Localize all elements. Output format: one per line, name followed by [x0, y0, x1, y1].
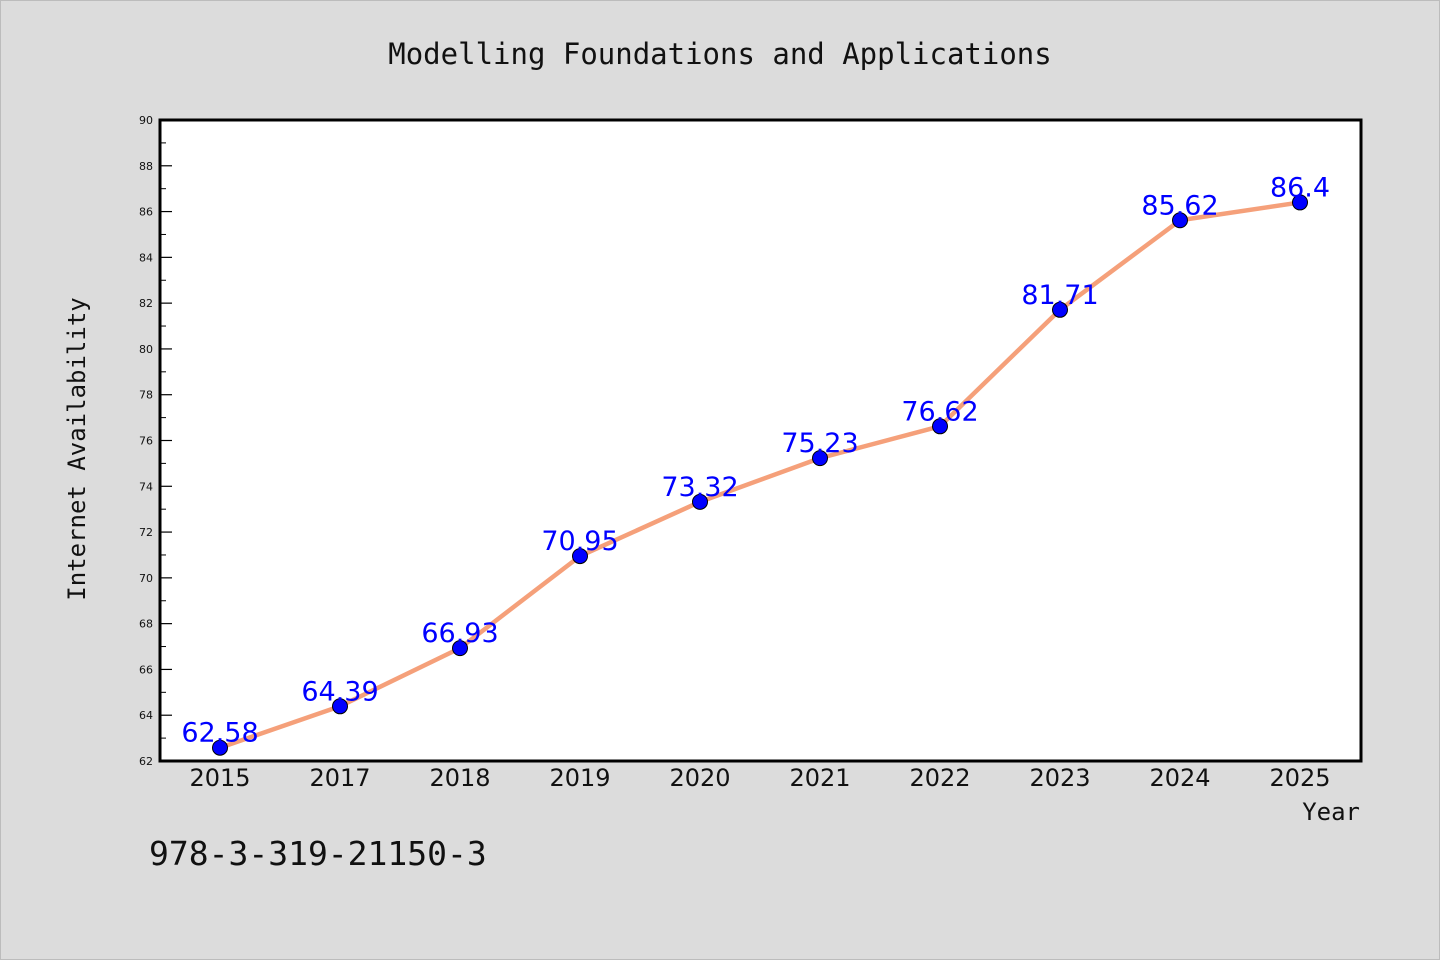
data-point [212, 739, 228, 756]
y-tick-label: 76 [139, 435, 153, 448]
y-tick-label: 86 [139, 206, 153, 219]
y-tick-label: 82 [139, 297, 153, 310]
data-label: 70.95 [541, 526, 618, 557]
y-tick-label: 64 [139, 709, 153, 722]
data-label: 76.62 [901, 396, 978, 427]
data-point [692, 493, 708, 510]
y-tick-label: 84 [139, 251, 153, 264]
chart-title: Modelling Foundations and Applications [388, 37, 1051, 71]
data-point [932, 418, 948, 435]
x-tick-label: 2015 [189, 764, 250, 792]
data-labels: 62.58 64.39 66.93 70.95 73.32 75.23 76.62 81.71… [181, 172, 1330, 748]
y-tick-label: 70 [139, 572, 153, 585]
y-axis-label: Internet Availability [63, 297, 91, 600]
y-tick-label: 72 [139, 526, 153, 539]
y-tick-label: 66 [139, 663, 153, 676]
x-tick-label: 2017 [309, 764, 370, 792]
x-tick-label: 2022 [909, 764, 970, 792]
y-tick-label: 90 [139, 114, 153, 127]
x-tick-label: 2024 [1149, 764, 1210, 792]
data-label: 73.32 [661, 472, 738, 503]
data-point [572, 548, 588, 565]
data-label: 85.62 [1141, 190, 1218, 221]
data-label: 66.93 [421, 618, 498, 649]
data-point [1172, 212, 1188, 229]
y-tick-label: 80 [139, 343, 153, 356]
x-tick-label: 2018 [429, 764, 490, 792]
y-tick-label: 62 [139, 755, 153, 768]
data-label: 75.23 [781, 428, 858, 459]
series-line-group [212, 194, 1308, 756]
data-point [452, 640, 468, 657]
data-label: 86.4 [1270, 172, 1330, 203]
data-label: 62.58 [181, 718, 258, 749]
x-tick-label: 2025 [1269, 764, 1330, 792]
x-axis: 2015 2017 2018 2019 2020 2021 2022 2023 2024 2025 [189, 764, 1330, 792]
x-tick-label: 2023 [1029, 764, 1090, 792]
plot-area [158, 118, 1363, 763]
series-line [217, 200, 1303, 750]
y-tick-label: 88 [139, 160, 153, 173]
y-tick-label: 68 [139, 618, 153, 631]
x-tick-label: 2019 [549, 764, 610, 792]
y-tick-label: 78 [139, 389, 153, 402]
data-label: 81.71 [1021, 280, 1098, 311]
data-label: 64.39 [301, 676, 378, 707]
data-point [1292, 194, 1308, 211]
isbn-label: 978-3-319-21150-3 [149, 834, 487, 873]
data-point [332, 698, 348, 715]
y-axis: 62 64 66 68 70 72 74 76 78 80 82 84 86 88 90 [139, 114, 172, 768]
x-tick-label: 2020 [669, 764, 730, 792]
x-axis-label: Year [1302, 798, 1360, 826]
y-tick-label: 74 [139, 480, 153, 493]
data-point [1052, 301, 1068, 318]
data-point [812, 450, 828, 467]
x-tick-label: 2021 [789, 764, 850, 792]
